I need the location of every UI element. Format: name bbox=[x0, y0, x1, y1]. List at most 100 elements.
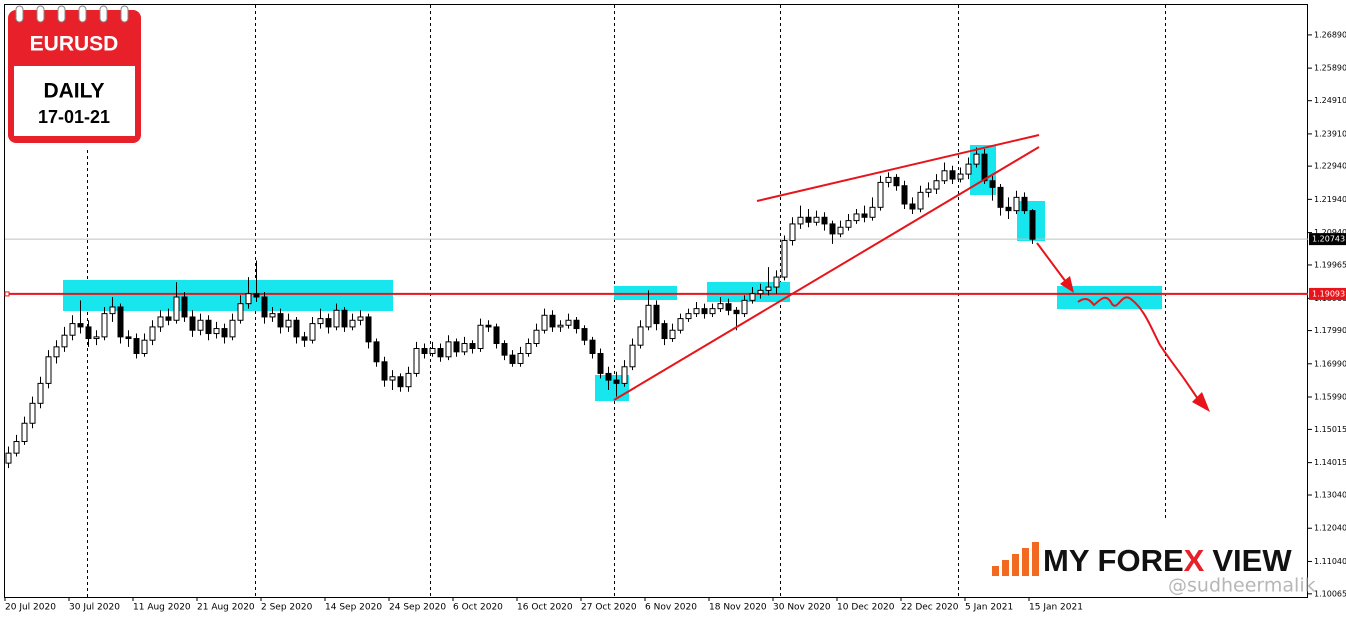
y-tick-label: 1.12040 bbox=[1314, 524, 1346, 533]
candle-body bbox=[581, 328, 588, 341]
candle-body bbox=[1013, 196, 1020, 212]
candle-body bbox=[749, 293, 756, 301]
x-tick-label: 6 Oct 2020 bbox=[453, 603, 503, 613]
candle-body bbox=[405, 372, 412, 388]
candle-body bbox=[213, 328, 220, 335]
candle-body bbox=[525, 343, 532, 354]
y-tick-label: 1.15990 bbox=[1314, 393, 1346, 402]
x-tick-label: 14 Sep 2020 bbox=[325, 603, 382, 613]
candle-body bbox=[237, 303, 244, 321]
candle-body bbox=[613, 379, 620, 384]
candle-body bbox=[173, 296, 180, 321]
candle-body bbox=[53, 346, 60, 358]
candle-body bbox=[277, 313, 284, 328]
candle-body bbox=[709, 308, 716, 315]
candle-body bbox=[629, 344, 636, 368]
y-tick-label: 1.21940 bbox=[1314, 195, 1346, 204]
candle-body bbox=[301, 336, 308, 341]
brand-accent: X bbox=[1184, 543, 1205, 578]
candle-body bbox=[677, 318, 684, 331]
candle-body bbox=[965, 163, 972, 175]
candle-body bbox=[269, 313, 276, 318]
x-tick-label: 24 Sep 2020 bbox=[389, 603, 446, 613]
candle-body bbox=[989, 180, 996, 188]
candle-body bbox=[725, 303, 732, 311]
candle-body bbox=[533, 329, 540, 345]
candle-body bbox=[349, 319, 356, 328]
candle-body bbox=[117, 306, 124, 338]
candle-body bbox=[429, 348, 436, 354]
x-tick-label: 22 Dec 2020 bbox=[901, 603, 959, 613]
candle-body bbox=[933, 180, 940, 190]
candle-body bbox=[621, 366, 628, 384]
x-tick-label: 15 Jan 2021 bbox=[1029, 603, 1083, 613]
brand-logo: MY FOREX VIEW @sudheermalik bbox=[992, 542, 1316, 597]
x-tick-label: 11 Aug 2020 bbox=[133, 603, 191, 613]
candle-body bbox=[181, 296, 188, 318]
x-tick-label: 20 Jul 2020 bbox=[5, 603, 56, 613]
candle-body bbox=[869, 206, 876, 218]
candle-body bbox=[597, 352, 604, 374]
x-tick-label: 30 Nov 2020 bbox=[773, 603, 831, 613]
candle-body bbox=[717, 303, 724, 310]
y-tick-label: 1.26890 bbox=[1314, 30, 1346, 39]
watermark: @sudheermalik bbox=[1168, 575, 1316, 597]
candle-body bbox=[661, 323, 668, 340]
candle-body bbox=[357, 316, 364, 321]
candle-body bbox=[69, 323, 76, 336]
candle-body bbox=[773, 276, 780, 288]
candle-body bbox=[149, 326, 156, 341]
candle-body bbox=[501, 343, 508, 356]
candle-body bbox=[893, 176, 900, 187]
y-tick-label: 1.14015 bbox=[1314, 458, 1346, 467]
y-tick-label: 1.17990 bbox=[1314, 326, 1346, 335]
candle-body bbox=[645, 304, 652, 328]
levels bbox=[4, 238, 1308, 297]
candle-body bbox=[261, 296, 268, 318]
candle-body bbox=[813, 216, 820, 223]
candle-body bbox=[493, 326, 500, 345]
candle-body bbox=[997, 186, 1004, 208]
candle-body bbox=[221, 328, 228, 338]
candle-body bbox=[1005, 206, 1012, 212]
candle-body bbox=[205, 319, 212, 335]
candle-body bbox=[685, 313, 692, 320]
candle-body bbox=[949, 170, 956, 180]
candle-body bbox=[1021, 196, 1028, 212]
candle-body bbox=[333, 309, 340, 328]
axes: 1.26890 1.25890 1.24910 1.23910 1.22940 1.219… bbox=[4, 30, 1346, 613]
candle-body bbox=[541, 314, 548, 331]
candle-body bbox=[293, 319, 300, 338]
candle-body bbox=[245, 293, 252, 305]
candle-body bbox=[1029, 210, 1036, 240]
candles bbox=[5, 147, 1036, 469]
candle-body bbox=[821, 216, 828, 225]
candle-body bbox=[741, 299, 748, 315]
candle-body bbox=[781, 240, 788, 278]
arrow-heads bbox=[1060, 276, 1210, 412]
candle-body bbox=[669, 329, 676, 340]
candle-body bbox=[653, 304, 660, 325]
candle-body bbox=[557, 324, 564, 328]
candle-body bbox=[373, 341, 380, 363]
current-price-label: 1.20743 bbox=[1312, 235, 1345, 244]
candle-body bbox=[565, 319, 572, 326]
candle-body bbox=[765, 286, 772, 291]
x-tick-label: 27 Oct 2020 bbox=[581, 603, 637, 613]
candle-body bbox=[469, 343, 476, 350]
candle-body bbox=[981, 153, 988, 182]
y-tick-label: 1.24910 bbox=[1314, 96, 1346, 105]
candle-body bbox=[421, 348, 428, 354]
candle-body bbox=[165, 316, 172, 321]
candle-body bbox=[285, 319, 292, 328]
candle-body bbox=[853, 213, 860, 222]
brand-start: MY FORE bbox=[1043, 543, 1184, 578]
candle-body bbox=[789, 223, 796, 242]
candle-body bbox=[589, 339, 596, 354]
candle-body bbox=[397, 376, 404, 388]
brand-name: MY FOREX VIEW bbox=[1043, 543, 1292, 578]
candle-body bbox=[389, 376, 396, 381]
candle-body bbox=[805, 216, 812, 223]
